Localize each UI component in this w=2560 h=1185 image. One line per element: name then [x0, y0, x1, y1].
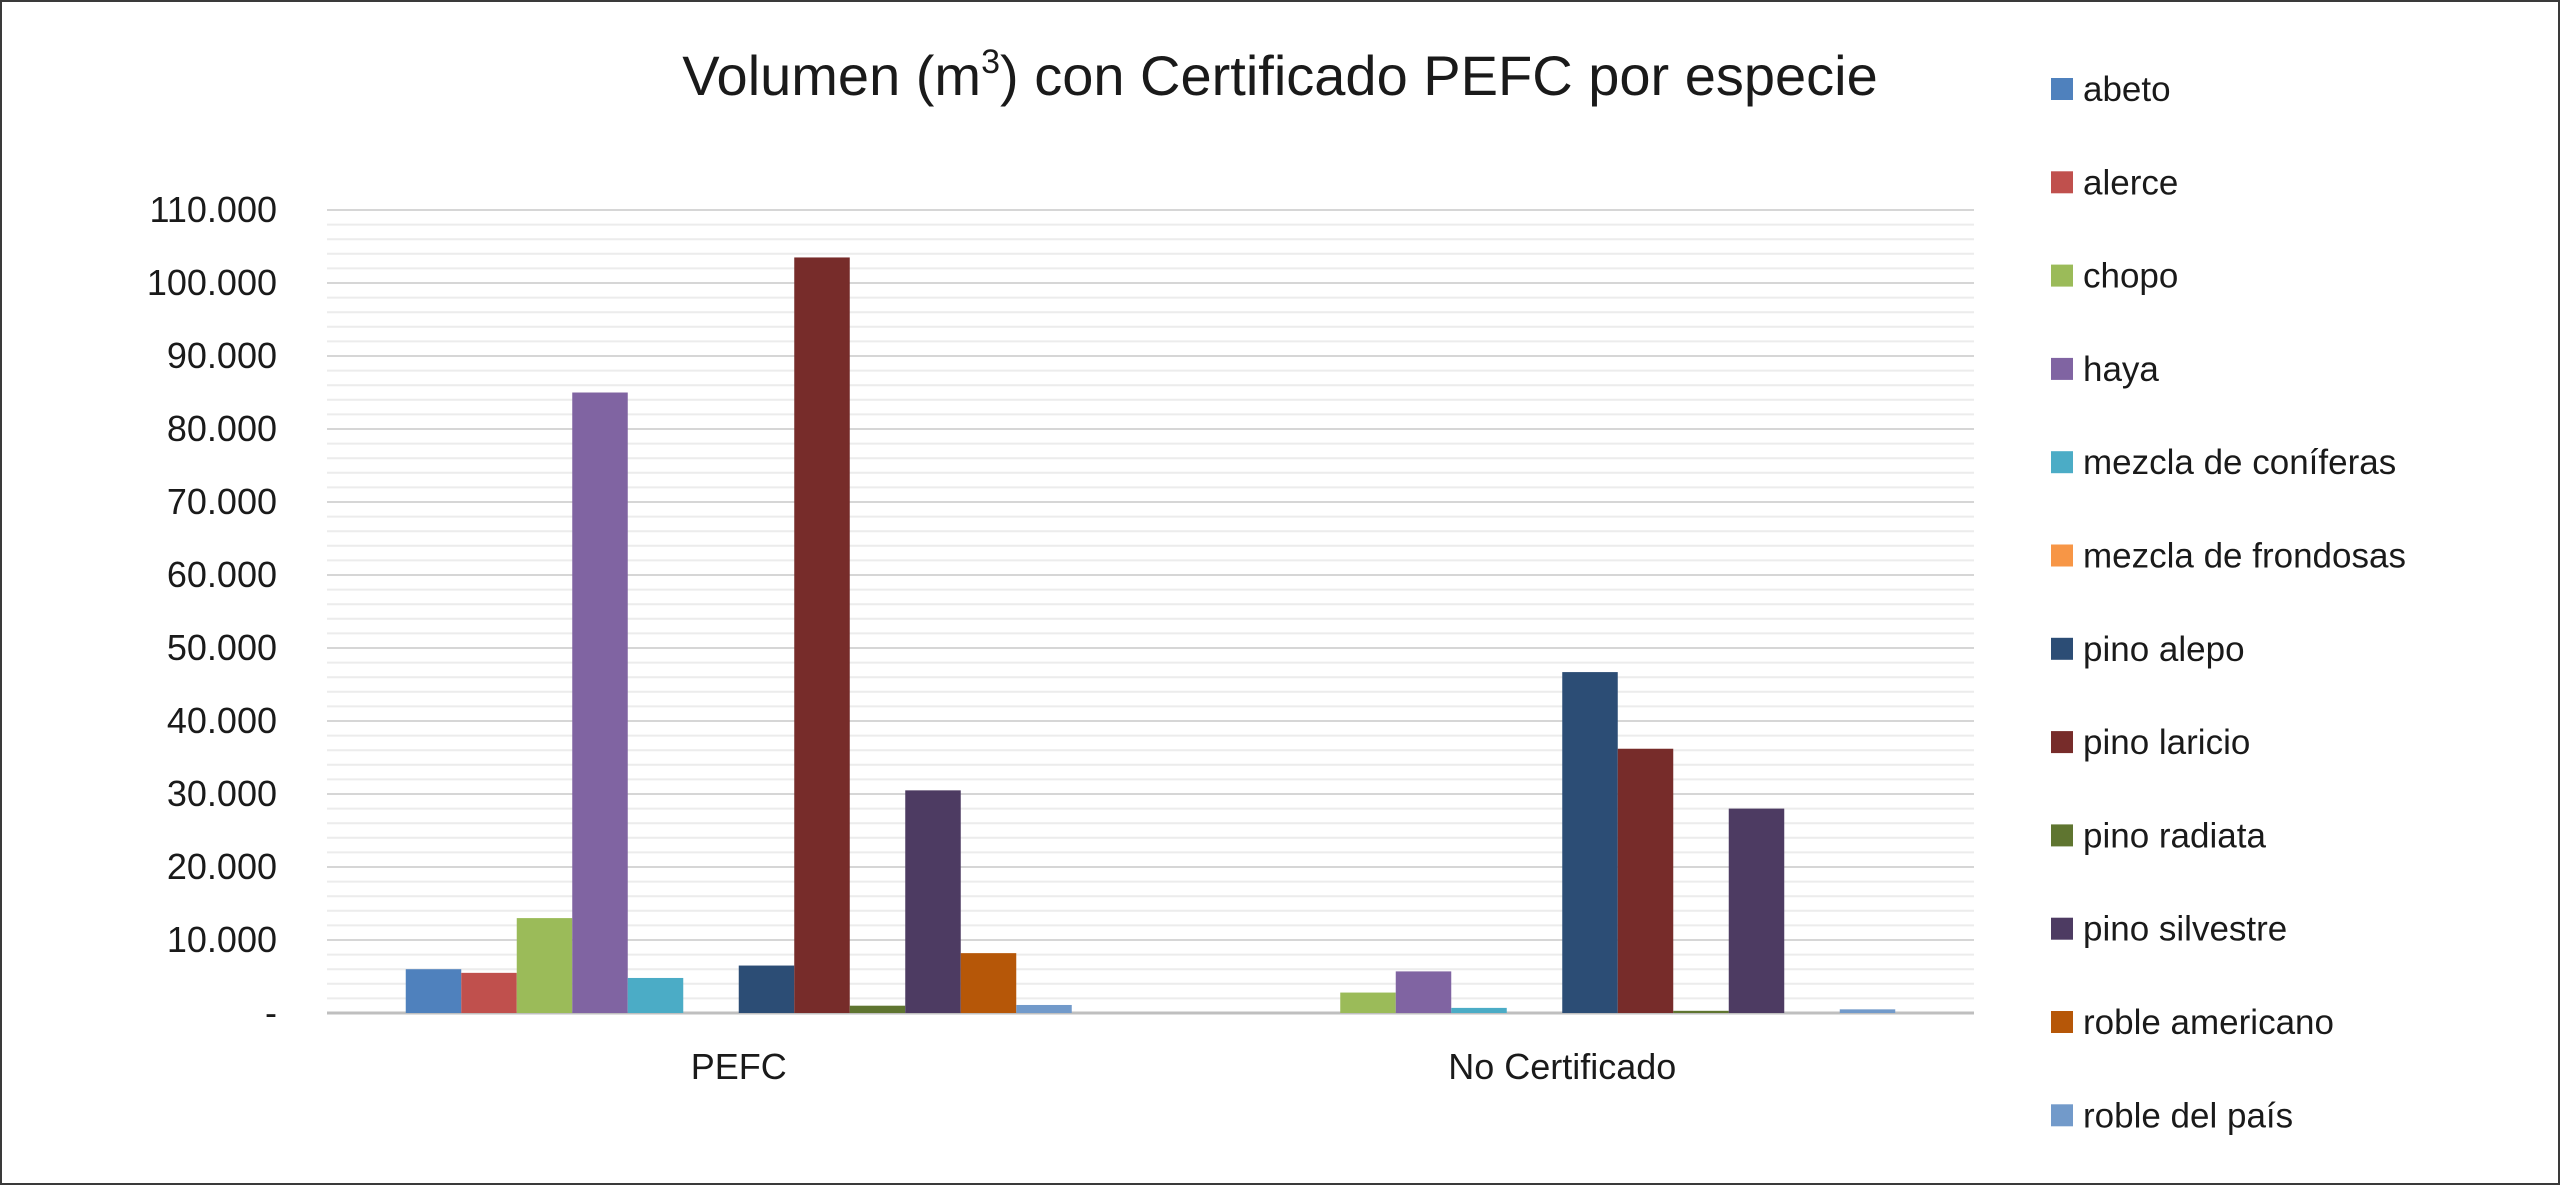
bar-1-3	[516, 918, 573, 1013]
y-tick-label: 30.000	[167, 773, 277, 814]
bar-1-10	[905, 790, 961, 1013]
legend-label: mezcla de coníferas	[2083, 443, 2396, 482]
y-tick-label: 70.000	[167, 481, 277, 522]
bar-1-8	[794, 257, 850, 1013]
legend-label: chopo	[2083, 257, 2178, 296]
bar-2-12	[1839, 1009, 1896, 1013]
x-category-label: No Certificado	[1448, 1046, 1676, 1087]
legend-label: roble americano	[2083, 1003, 2334, 1042]
legend-swatch	[2051, 637, 2073, 660]
legend-label: pino alepo	[2083, 630, 2245, 669]
legend-label: mezcla de frondosas	[2083, 537, 2406, 576]
bar-1-9	[849, 1005, 906, 1013]
legend-swatch	[2051, 917, 2073, 940]
y-tick-label: 10.000	[167, 919, 277, 960]
y-tick-label: 60.000	[167, 554, 277, 595]
bar-2-8	[1617, 748, 1674, 1013]
legend-swatch	[2051, 78, 2073, 100]
bar-2-9	[1673, 1010, 1729, 1013]
bar-1-4	[572, 392, 628, 1013]
bar-2-5	[1451, 1007, 1507, 1013]
x-axis-category-labels: PEFC No Certificado	[691, 1046, 1677, 1087]
bar-2-7	[1562, 672, 1618, 1013]
legend-label: abeto	[2083, 70, 2171, 109]
bars	[405, 257, 1896, 1013]
bar-2-10	[1728, 808, 1785, 1013]
bar-1-7	[738, 965, 795, 1013]
legend-swatch	[2051, 357, 2073, 380]
bar-2-4	[1395, 971, 1452, 1013]
y-tick-label: 100.000	[147, 262, 277, 303]
legend-swatch	[2051, 544, 2073, 567]
bar-1-11	[960, 953, 1017, 1013]
legend-swatch	[2051, 1011, 2073, 1033]
legend-swatch	[2051, 264, 2073, 287]
y-tick-label: 110.000	[150, 189, 277, 230]
bar-2-3	[1340, 992, 1396, 1013]
legend-label: pino laricio	[2083, 723, 2250, 762]
y-tick-label: 50.000	[167, 627, 277, 668]
y-tick-label: 40.000	[167, 700, 277, 741]
legend-label: pino radiata	[2083, 816, 2266, 855]
bar-1-12	[1016, 1004, 1072, 1013]
legend-label: pino silvestre	[2083, 910, 2287, 949]
legend-swatch	[2051, 451, 2073, 474]
legend-swatch	[2051, 1104, 2073, 1127]
y-tick-label: 20.000	[167, 846, 277, 887]
bar-1-1	[405, 969, 462, 1013]
legend: abeto alerce chopo haya mezcla de coníferas m…	[2051, 70, 2406, 1135]
legend-swatch	[2051, 171, 2073, 194]
y-tick-label: -	[265, 992, 277, 1033]
y-tick-label: 80.000	[167, 408, 277, 449]
bar-1-5	[627, 977, 684, 1013]
chart-title: Volumen (m3) con Certificado PEFC por es…	[682, 43, 1877, 107]
x-category-label: PEFC	[691, 1046, 787, 1087]
legend-swatch	[2051, 824, 2073, 847]
bar-1-2	[461, 972, 517, 1013]
y-axis-tick-labels: - 10.000 20.000 30.000 40.000 50.000 60.000 70.…	[147, 189, 277, 1033]
legend-label: roble del país	[2083, 1096, 2293, 1135]
y-tick-label: 90.000	[167, 335, 277, 376]
legend-label: haya	[2083, 350, 2159, 389]
legend-swatch	[2051, 731, 2073, 754]
legend-label: alerce	[2083, 163, 2178, 202]
